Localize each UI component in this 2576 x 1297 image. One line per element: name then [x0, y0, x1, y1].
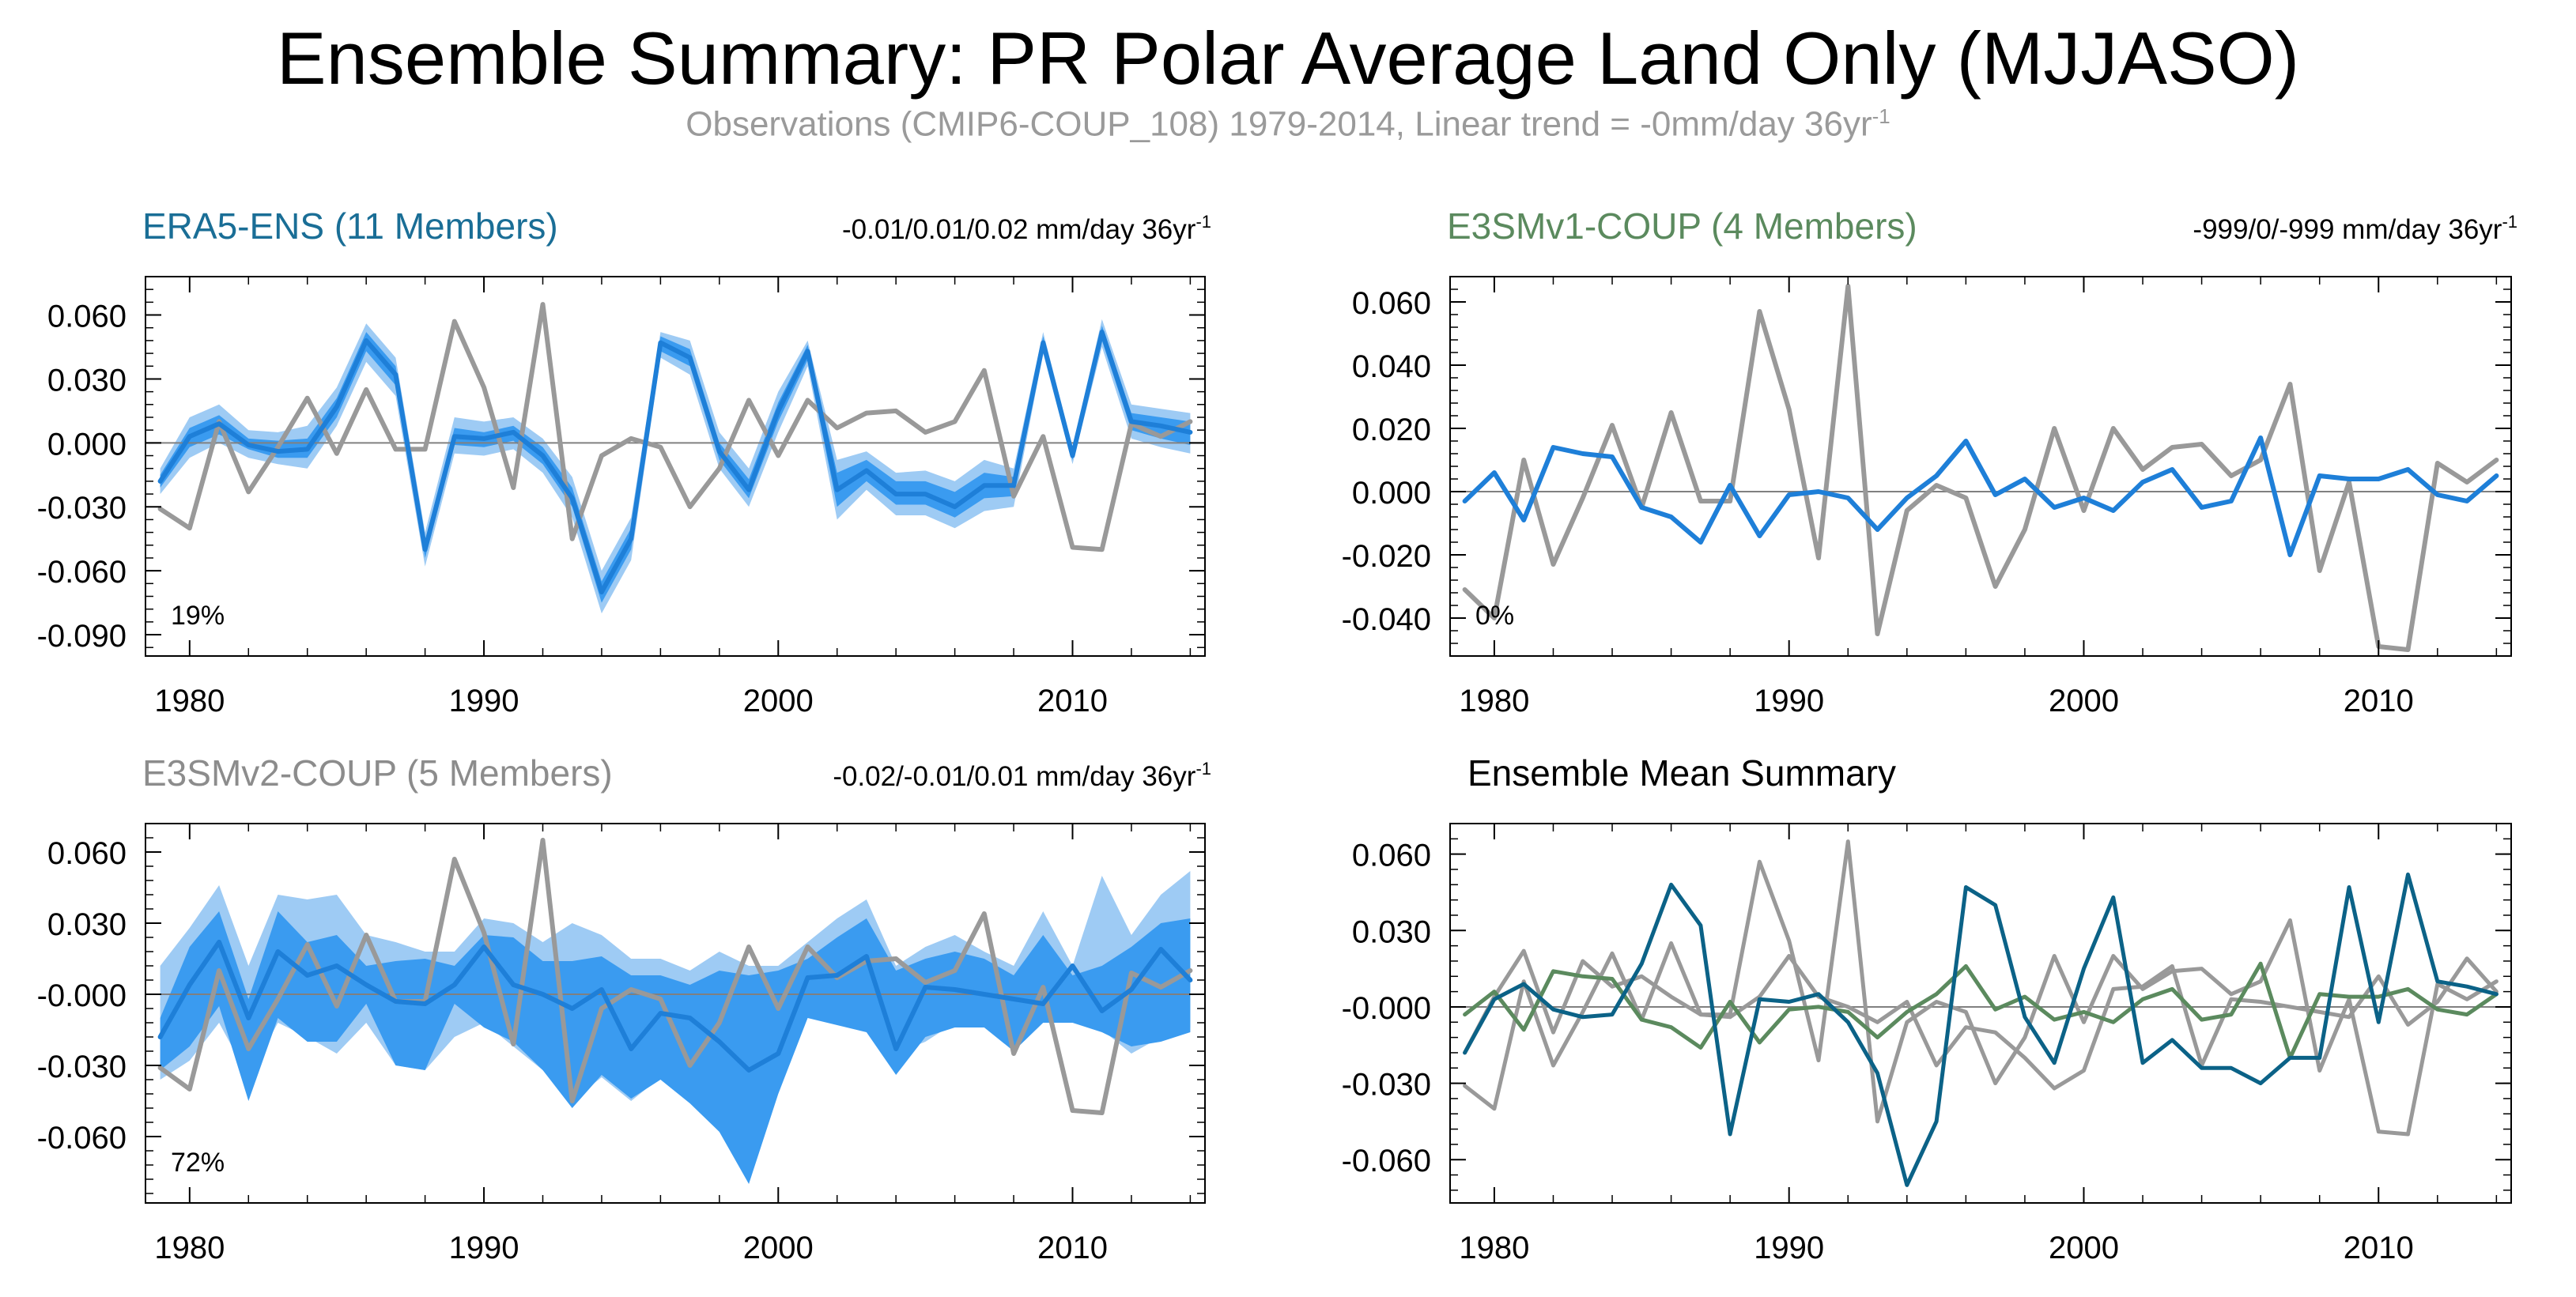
- series-line_v1: [1463, 961, 2499, 1060]
- ensemble-mean-line: [157, 330, 1193, 595]
- subtitle-superscript: -1: [1872, 104, 1890, 128]
- plot-area: [1450, 284, 2511, 652]
- x-tick-label: 2010: [2344, 684, 2414, 718]
- trend-label-text: -0.01/0.01/0.02 mm/day 36yr: [842, 214, 1196, 245]
- subtitle-text: Observations (CMIP6-COUP_108) 1979-2014,…: [686, 104, 1872, 144]
- y-tick-label: -0.000: [37, 978, 127, 1013]
- plot-frame: [1449, 823, 2512, 1204]
- x-tick-label: 1980: [1459, 1231, 1529, 1265]
- trend-label-superscript: -1: [2502, 212, 2517, 232]
- y-tick-label: 0.040: [1352, 349, 1431, 384]
- plot-area: [145, 838, 1205, 1184]
- x-tick-label: 2000: [743, 1231, 814, 1265]
- figure-subtitle: Observations (CMIP6-COUP_108) 1979-2014,…: [0, 104, 2576, 145]
- spread-band-outer: [160, 319, 1191, 614]
- x-tick-label: 1980: [154, 1231, 225, 1265]
- y-tick-label: -0.090: [37, 619, 127, 654]
- y-tick-label: -0.060: [37, 555, 127, 590]
- y-tick-label: -0.020: [1342, 539, 1431, 574]
- x-tick-label: 2010: [1037, 684, 1108, 718]
- observations-line: [1462, 284, 2499, 652]
- x-tick-label: 2000: [743, 684, 814, 718]
- panel-summary: -0.060 -0.030 -0.000 0.030 0.060 1980 1990 2000…: [1342, 752, 2512, 1265]
- panel-era5: -0.090 -0.060 -0.030 0.000 0.030 0.060 1980 199…: [37, 205, 1211, 718]
- plot-frame: [145, 276, 1206, 657]
- x-tick-label: 2010: [2344, 1231, 2414, 1265]
- y-tick-label: 0.020: [1352, 413, 1431, 447]
- observations-line: [157, 838, 1193, 1115]
- panel-title: ERA5-ENS (11 Members): [142, 205, 558, 247]
- plot-area: [145, 302, 1205, 614]
- x-tick-label: 1990: [449, 1231, 519, 1265]
- x-tick-label: 1990: [1754, 684, 1824, 718]
- plot-area: [1450, 839, 2511, 1187]
- figure-title: Ensemble Summary: PR Polar Average Land …: [276, 17, 2300, 100]
- trend-label-superscript: -1: [1195, 212, 1211, 232]
- percent-label: 19%: [171, 601, 225, 631]
- x-tick-label: 2000: [2049, 684, 2119, 718]
- trend-label: -0.02/-0.01/0.01 mm/day 36yr-1: [833, 759, 1211, 792]
- y-tick-label: 0.060: [47, 836, 127, 871]
- y-tick-label: -0.040: [1342, 602, 1431, 637]
- y-tick-label: 0.060: [1352, 839, 1431, 873]
- panel-title: Ensemble Mean Summary: [1467, 752, 1896, 794]
- y-tick-label: 0.030: [1352, 914, 1431, 949]
- plot-frame: [145, 823, 1206, 1204]
- x-tick-label: 1990: [449, 684, 519, 718]
- series-line_obs: [1463, 839, 2499, 1137]
- y-tick-label: 0.000: [47, 427, 127, 462]
- panel-e3smv1: -0.040 -0.020 0.000 0.020 0.040 0.060 1980 1990…: [1342, 205, 2517, 718]
- y-tick-label: 0.030: [47, 363, 127, 398]
- trend-label-text: -0.02/-0.01/0.01 mm/day 36yr: [833, 761, 1195, 792]
- trend-label-text: -999/0/-999 mm/day 36yr: [2193, 214, 2502, 245]
- observations-line: [157, 302, 1193, 552]
- ensemble-mean-line: [1462, 435, 2499, 557]
- trend-label: -999/0/-999 mm/day 36yr-1: [2193, 212, 2517, 245]
- x-tick-label: 2000: [2049, 1231, 2119, 1265]
- panel-e3smv2: -0.060 -0.030 -0.000 0.030 0.060 1980 1990 2000…: [37, 752, 1211, 1265]
- panel-title: E3SMv2-COUP (5 Members): [142, 752, 613, 794]
- ensemble-mean-line: [157, 940, 1193, 1073]
- y-tick-label: -0.060: [37, 1121, 127, 1156]
- y-tick-label: -0.030: [1342, 1068, 1431, 1103]
- panel-title: E3SMv1-COUP (4 Members): [1447, 205, 1917, 247]
- series-line_era5: [1463, 872, 2499, 1187]
- x-tick-label: 1990: [1754, 1231, 1824, 1265]
- x-tick-label: 1980: [1459, 684, 1529, 718]
- y-tick-label: 0.000: [1352, 476, 1431, 511]
- percent-label: 72%: [171, 1148, 225, 1178]
- y-tick-label: 0.060: [1352, 286, 1431, 321]
- y-tick-label: 0.060: [47, 300, 127, 334]
- spread-band-inner: [160, 911, 1191, 1184]
- y-tick-label: -0.030: [37, 491, 127, 526]
- y-tick-label: 0.030: [47, 907, 127, 942]
- trend-label-superscript: -1: [1195, 759, 1211, 779]
- percent-label: 0%: [1475, 601, 1514, 631]
- trend-label: -0.01/0.01/0.02 mm/day 36yr-1: [842, 212, 1211, 245]
- series-line_v2: [1463, 948, 2499, 1091]
- y-tick-label: -0.060: [1342, 1144, 1431, 1178]
- x-tick-label: 2010: [1037, 1231, 1108, 1265]
- y-tick-label: -0.030: [37, 1050, 127, 1084]
- y-tick-label: -0.000: [1342, 991, 1431, 1026]
- x-tick-label: 1980: [154, 684, 225, 718]
